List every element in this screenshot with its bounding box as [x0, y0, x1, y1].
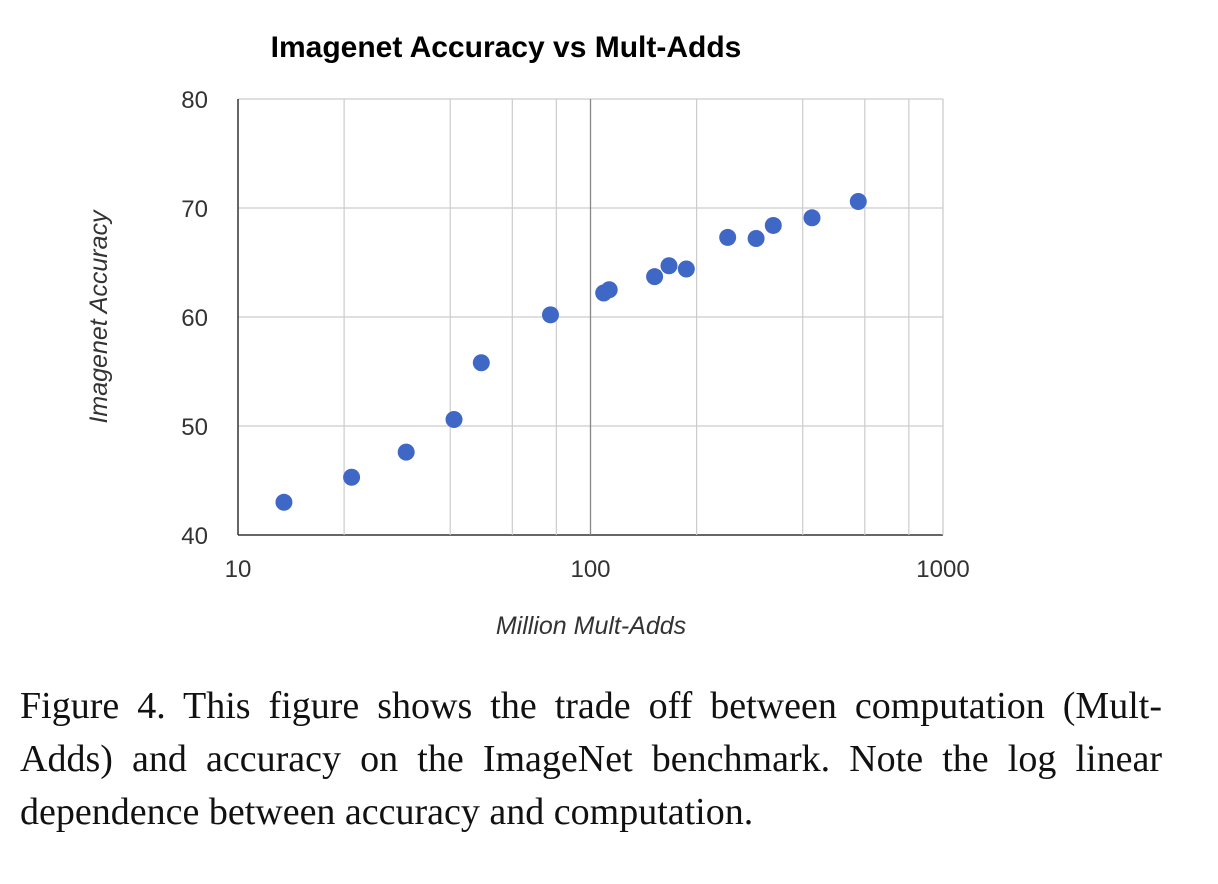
- x-axis-label: Million Mult-Adds: [496, 612, 686, 640]
- y-tick-label: 70: [181, 196, 208, 223]
- data-point: [646, 268, 664, 286]
- y-tick-label: 60: [181, 305, 208, 332]
- data-point: [445, 410, 463, 428]
- data-point: [747, 230, 765, 248]
- x-tick-label: 10: [225, 556, 252, 583]
- data-point: [600, 281, 618, 299]
- figure-caption: Figure 4. This figure shows the trade of…: [20, 685, 1162, 833]
- data-point: [803, 209, 821, 227]
- data-point: [275, 493, 293, 511]
- x-tick-label: 100: [570, 556, 610, 583]
- data-point: [472, 354, 490, 372]
- x-tick-label: 1000: [916, 556, 969, 583]
- scatter-chart: Imagenet Accuracy vs Mult-Adds 40 50 60 70 8…: [85, 31, 970, 640]
- data-point: [660, 257, 678, 275]
- y-tick-label: 40: [181, 523, 208, 550]
- y-tick-label: 50: [181, 414, 208, 441]
- data-point: [541, 306, 559, 324]
- data-points: [275, 192, 867, 511]
- data-point: [719, 228, 737, 246]
- data-point: [343, 468, 361, 486]
- data-point: [764, 216, 782, 234]
- chart-title: Imagenet Accuracy vs Mult-Adds: [271, 31, 742, 64]
- data-point: [849, 192, 867, 210]
- y-axis-label: Imagenet Accuracy: [85, 209, 113, 424]
- tick-labels: 40 50 60 70 80 10 100 1000: [181, 87, 969, 583]
- data-point: [677, 260, 695, 278]
- y-tick-label: 80: [181, 87, 208, 114]
- grid: [237, 98, 944, 536]
- data-point: [397, 443, 415, 461]
